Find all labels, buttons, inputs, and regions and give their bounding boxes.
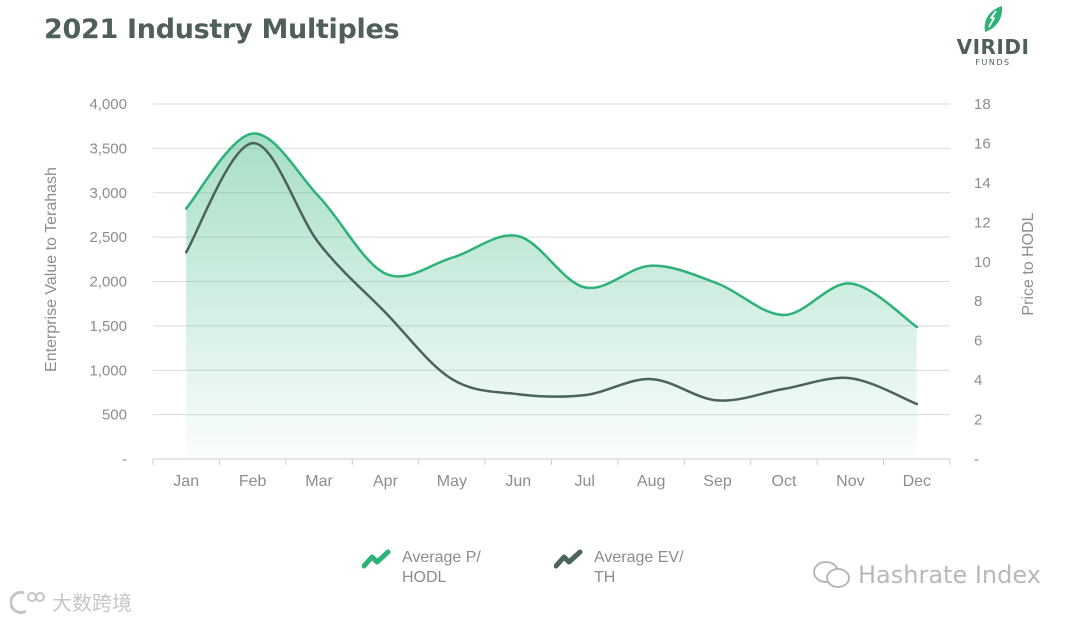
data-point — [649, 377, 653, 381]
data-point — [317, 242, 321, 245]
area-fills — [186, 133, 917, 459]
y-left-tick-label: 2,500 — [89, 229, 127, 246]
axes — [152, 458, 951, 465]
legend-label: Average P/ HODL — [402, 549, 481, 586]
y-right-axis-title: Price to HODL — [1020, 212, 1037, 315]
y-right-tick-label: 2 — [974, 412, 982, 429]
viridi-logo: VIRIDI FUNDS — [950, 2, 1036, 70]
leaf-icon — [984, 6, 1003, 32]
x-tick-label: Jul — [574, 473, 594, 490]
data-point — [517, 234, 520, 238]
y-left-tick-label: 2,000 — [89, 274, 127, 291]
data-point — [517, 393, 520, 396]
data-point — [317, 195, 321, 198]
data-point — [251, 141, 254, 145]
legend-item-ev-th: Average EV/ TH — [554, 548, 694, 588]
x-tick-label: Dec — [903, 473, 931, 490]
y-right-tick-label: 18 — [974, 96, 991, 113]
legend-item-p-hodl: Average P/ HODL — [362, 548, 502, 588]
logo-name: VIRIDI — [956, 35, 1030, 59]
watermark-text: 大数跨境 — [52, 591, 132, 615]
trend-up-icon — [362, 549, 391, 569]
y-left-tick-label: 3,000 — [89, 185, 127, 202]
source-watermark: 大数跨境 — [10, 587, 132, 616]
y-right-tick-label: 6 — [974, 333, 982, 350]
x-tick-label: Jan — [173, 473, 199, 490]
y-left-tick-label: 1,500 — [89, 318, 127, 335]
series-area-fill — [186, 133, 917, 459]
axis-labels: - 500 1,000 1,500 2,000 2,500 3,000 3,500 4,000 -… — [43, 96, 1037, 490]
y-right-tick-label: 16 — [974, 135, 991, 152]
x-tick-label: Apr — [373, 473, 399, 490]
y-left-tick-label: 1,000 — [89, 362, 127, 379]
y-left-axis-title: Enterprise Value to Terahash — [43, 167, 60, 372]
x-tick-label: Aug — [637, 473, 665, 490]
y-left-tick-label: 3,500 — [89, 140, 127, 157]
series-lines — [184, 132, 919, 406]
legend-label: Average EV/ TH — [594, 549, 684, 586]
y-right-tick-label: 4 — [974, 372, 982, 389]
data-point — [849, 377, 852, 380]
series-line — [184, 132, 919, 329]
data-point — [450, 377, 454, 381]
data-point — [716, 399, 719, 402]
x-tick-label: Sep — [703, 473, 732, 490]
data-point — [782, 387, 786, 391]
trend-up-icon — [554, 549, 583, 569]
page-title: 2021 Industry Multiples — [44, 14, 400, 45]
data-point — [915, 402, 918, 406]
data-point — [782, 313, 786, 317]
y-right-tick-label: - — [974, 451, 979, 468]
data-point — [185, 251, 188, 254]
data-point — [185, 207, 188, 210]
y-left-tick-label: - — [122, 451, 127, 468]
x-tick-label: Jun — [505, 473, 531, 490]
data-point — [583, 286, 586, 289]
data-point — [384, 272, 387, 275]
data-point — [849, 282, 852, 285]
ring-logo-icon — [10, 590, 45, 614]
data-point — [384, 311, 387, 314]
data-point — [450, 256, 454, 260]
industry-multiples-chart: - 500 1,000 1,500 2,000 2,500 3,000 3,500 4,000 -… — [43, 96, 1037, 490]
x-tick-label: Feb — [239, 473, 267, 490]
y-right-tick-label: 10 — [974, 254, 991, 271]
watermark-text: Hashrate Index — [858, 561, 1041, 589]
data-point — [915, 325, 918, 329]
y-right-tick-label: 12 — [974, 214, 991, 231]
data-point — [251, 132, 254, 135]
data-point — [716, 282, 719, 285]
y-right-tick-label: 8 — [974, 293, 982, 310]
chat-bubbles-icon — [813, 561, 850, 588]
x-tick-label: May — [437, 473, 467, 490]
hashrate-index-watermark: Hashrate Index — [812, 560, 1041, 590]
data-point — [649, 264, 653, 267]
logo-subtitle: FUNDS — [975, 58, 1011, 67]
x-tick-label: Mar — [305, 473, 333, 490]
y-right-tick-label: 14 — [974, 175, 991, 192]
x-tick-label: Nov — [836, 473, 864, 490]
y-left-tick-label: 500 — [102, 407, 127, 424]
x-tick-label: Oct — [772, 473, 797, 490]
data-point — [583, 393, 586, 397]
y-left-tick-label: 4,000 — [89, 96, 127, 113]
